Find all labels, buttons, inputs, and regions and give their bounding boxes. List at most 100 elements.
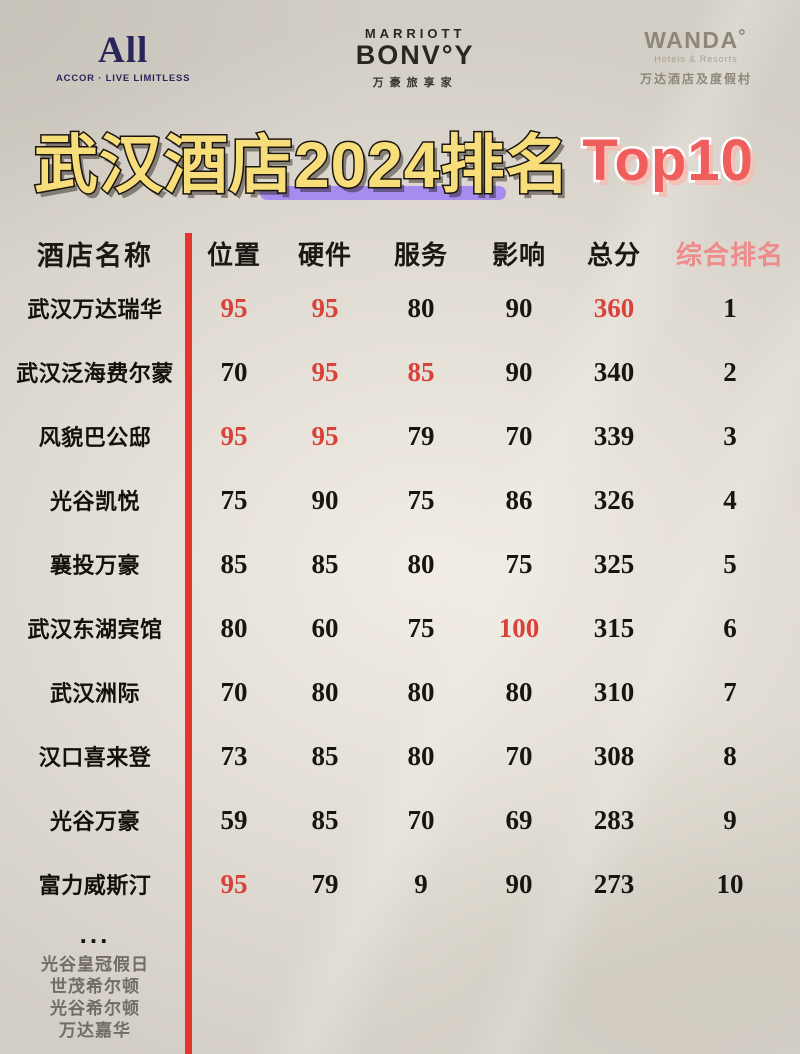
score-value: 59 [220,804,248,835]
overall-rank-value: 8 [723,740,737,771]
footer-hotel-name: 万达嘉华 [59,1021,131,1040]
score-value: 85 [311,804,339,835]
score-value: 90 [505,868,533,899]
overall-rank-value: 9 [723,804,737,835]
overall-rank-value: 3 [723,420,737,451]
header-hardware: 硬件 [297,239,352,270]
footer-hotel-name: 光谷皇冠假日 [41,955,149,974]
score-value: 95 [311,420,339,451]
score-value: 70 [407,804,435,835]
hotel-name: 风貌巴公邸 [38,425,152,450]
table-row: 富力威斯汀 95 79 9 90 273 10 [0,852,800,916]
overall-rank-value: 7 [723,676,737,707]
page-title: 武汉酒店2024排名 Top10 [32,112,755,208]
score-value: 80 [407,292,435,323]
score-value: 325 [593,548,635,579]
score-value: 85 [311,740,339,771]
score-value: 95 [220,292,248,323]
title-underline-decoration [260,186,506,200]
wanda-chinese-tagline: 万达酒店及度假村 [639,72,752,86]
score-value: 85 [407,356,435,387]
score-value: 90 [505,292,533,323]
score-value: 79 [311,868,339,899]
hotel-name: 武汉泛海费尔蒙 [16,361,174,386]
score-value: 273 [593,868,635,899]
hotel-name: 武汉万达瑞华 [27,297,163,322]
bonvoy-chinese-tagline: 万豪旅享家 [372,76,458,89]
score-value: 80 [407,548,435,579]
table-row: 武汉泛海费尔蒙 70 95 85 90 340 2 [0,340,800,404]
header-location: 位置 [206,239,261,270]
score-value: 90 [311,484,339,515]
score-value: 70 [220,356,248,387]
score-value: 75 [220,484,248,515]
footer-hotel-name: 光谷希尔顿 [50,999,140,1018]
accor-tagline: ACCOR · LIVE LIMITLESS [56,73,191,84]
hotel-name: 光谷万豪 [49,809,140,834]
table-row: 风貌巴公邸 95 95 79 70 339 3 [0,404,800,468]
score-value: 90 [505,356,533,387]
score-value: 70 [505,740,533,771]
score-value: 339 [593,420,635,451]
score-value: 80 [311,676,339,707]
score-value: 310 [593,676,635,707]
header-influence: 影响 [491,239,546,270]
overall-rank-value: 4 [723,484,737,515]
score-value: 9 [414,868,428,899]
table-row: 襄投万豪 85 85 80 75 325 5 [0,532,800,596]
overall-rank-value: 10 [716,868,744,899]
score-value: 360 [593,292,635,323]
score-value: 100 [498,612,540,643]
table-row: 武汉万达瑞华 95 95 80 90 360 1 [0,276,800,340]
overall-rank-value: 1 [723,292,737,323]
overall-rank-value: 2 [723,356,737,387]
score-value: 80 [220,612,248,643]
score-value: 95 [311,356,339,387]
score-value: 340 [593,356,635,387]
bonvoy-wordmark: BONV°Y [355,40,475,71]
wanda-logo: WANDA˚ Hotels & Resorts 万达酒店及度假村 [640,29,752,87]
header-service: 服务 [393,239,448,270]
table-header: 酒店名称 位置 硬件 服务 影响 总分 综合排名 [0,230,800,276]
score-value: 86 [505,484,533,515]
score-value: 79 [407,420,435,451]
hotel-name: 武汉洲际 [49,681,140,706]
score-value: 95 [220,868,248,899]
hotel-name: 武汉东湖宾馆 [27,617,163,642]
title-top10-badge: Top10 [580,125,755,195]
score-value: 95 [311,292,339,323]
table-row: 光谷凯悦 75 90 75 86 326 4 [0,468,800,532]
marriott-name: MARRIOTT [364,26,466,42]
header-overall-rank: 综合排名 [675,239,784,270]
score-value: 85 [220,548,248,579]
score-value: 70 [220,676,248,707]
score-value: 80 [505,676,533,707]
hotel-name: 光谷凯悦 [49,489,140,514]
score-value: 95 [220,420,248,451]
accor-all-logo: All ACCOR · LIVE LIMITLESS [56,32,190,84]
hotel-name: 汉口喜来登 [38,745,152,770]
hotel-name: 襄投万豪 [49,553,140,578]
header-hotel-name: 酒店名称 [37,240,153,271]
score-value: 70 [505,420,533,451]
score-value: 73 [220,740,248,771]
table-row: 光谷万豪 59 85 70 69 283 9 [0,788,800,852]
table-row: 汉口喜来登 73 85 80 70 308 8 [0,724,800,788]
score-value: 308 [593,740,635,771]
score-value: 75 [407,484,435,515]
brand-bar: All ACCOR · LIVE LIMITLESS MARRIOTT BONV… [0,0,800,106]
marriott-bonvoy-logo: MARRIOTT BONV°Y 万豪旅享家 [356,26,475,90]
score-value: 75 [407,612,435,643]
overall-rank-value: 5 [723,548,737,579]
score-value: 75 [505,548,533,579]
hotel-name: 富力威斯汀 [38,873,152,898]
header-total-score: 总分 [586,239,641,270]
score-value: 80 [407,676,435,707]
overall-rank-value: 6 [723,612,737,643]
table-column-divider [185,233,192,1054]
honorable-mentions: 光谷皇冠假日 世茂希尔顿 光谷希尔顿 万达嘉华 [0,954,190,1042]
wanda-subtitle: Hotels & Resorts [654,54,738,64]
more-rows-ellipsis: ... [79,918,111,949]
table-rows: 武汉万达瑞华 95 95 80 90 360 1 武汉泛海费尔蒙 70 95 85 90 340 2 风貌巴… [0,276,800,916]
